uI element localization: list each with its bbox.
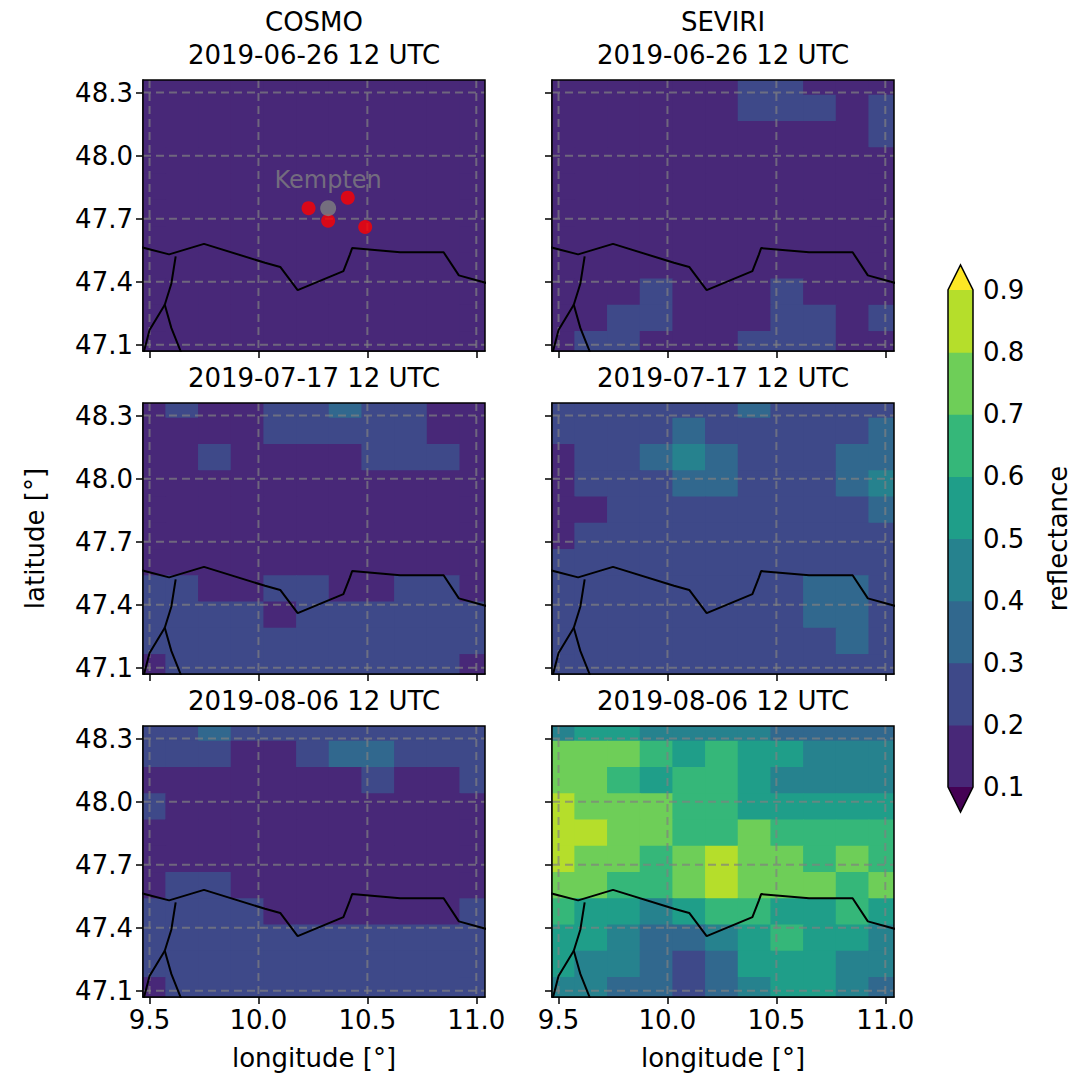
svg-text:48.3: 48.3	[75, 401, 133, 431]
svg-text:SEVIRI: SEVIRI	[681, 7, 765, 37]
svg-text:0.9: 0.9	[983, 275, 1024, 305]
svg-text:10.0: 10.0	[639, 1005, 697, 1035]
svg-text:48.0: 48.0	[75, 787, 133, 817]
svg-text:latitude [°]: latitude [°]	[20, 468, 50, 609]
svg-text:0.2: 0.2	[983, 710, 1024, 740]
svg-text:reflectance: reflectance	[1043, 466, 1073, 612]
svg-text:48.0: 48.0	[75, 464, 133, 494]
svg-text:48.3: 48.3	[75, 78, 133, 108]
svg-text:47.7: 47.7	[75, 204, 133, 234]
svg-text:48.3: 48.3	[75, 724, 133, 754]
svg-text:47.7: 47.7	[75, 850, 133, 880]
svg-text:0.6: 0.6	[983, 461, 1024, 491]
svg-text:47.1: 47.1	[75, 976, 133, 1006]
svg-text:47.4: 47.4	[75, 913, 133, 943]
svg-text:47.4: 47.4	[75, 267, 133, 297]
svg-text:0.1: 0.1	[983, 772, 1024, 802]
svg-text:10.5: 10.5	[747, 1005, 805, 1035]
svg-text:0.5: 0.5	[983, 524, 1024, 554]
svg-text:10.0: 10.0	[230, 1005, 288, 1035]
svg-text:47.4: 47.4	[75, 590, 133, 620]
svg-text:10.5: 10.5	[338, 1005, 396, 1035]
svg-text:9.5: 9.5	[129, 1005, 170, 1035]
svg-text:9.5: 9.5	[538, 1005, 579, 1035]
svg-text:2019-08-06 12 UTC: 2019-08-06 12 UTC	[188, 686, 440, 716]
svg-text:0.8: 0.8	[983, 337, 1024, 367]
svg-text:2019-06-26 12 UTC: 2019-06-26 12 UTC	[597, 40, 849, 70]
svg-text:longitude [°]: longitude [°]	[232, 1043, 396, 1073]
svg-text:2019-07-17 12 UTC: 2019-07-17 12 UTC	[188, 363, 440, 393]
svg-text:2019-08-06 12 UTC: 2019-08-06 12 UTC	[597, 686, 849, 716]
svg-text:47.1: 47.1	[75, 653, 133, 683]
svg-text:47.1: 47.1	[75, 330, 133, 360]
svg-text:11.0: 11.0	[447, 1005, 505, 1035]
svg-text:longitude [°]: longitude [°]	[641, 1043, 805, 1073]
svg-text:0.3: 0.3	[983, 648, 1024, 678]
svg-text:0.7: 0.7	[983, 399, 1024, 429]
svg-text:47.7: 47.7	[75, 527, 133, 557]
svg-text:Kempten: Kempten	[275, 166, 382, 194]
svg-text:2019-06-26 12 UTC: 2019-06-26 12 UTC	[188, 40, 440, 70]
svg-text:2019-07-17 12 UTC: 2019-07-17 12 UTC	[597, 363, 849, 393]
svg-text:11.0: 11.0	[856, 1005, 914, 1035]
svg-text:COSMO: COSMO	[265, 7, 363, 37]
svg-text:0.4: 0.4	[983, 586, 1024, 616]
svg-text:48.0: 48.0	[75, 141, 133, 171]
